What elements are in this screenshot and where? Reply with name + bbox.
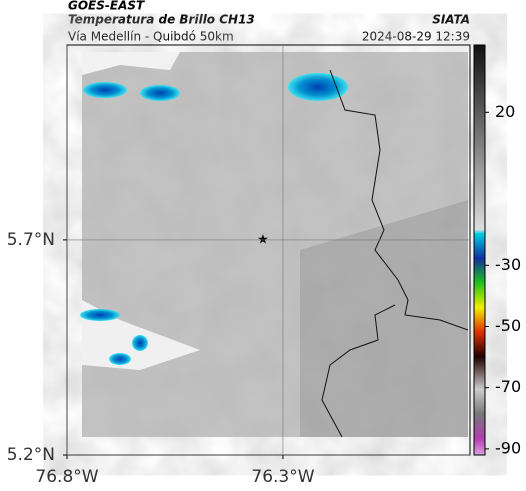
cloud	[288, 73, 348, 101]
map: ★	[66, 44, 471, 456]
cloud	[109, 353, 131, 365]
subtitle: Temperatura de Brillo CH13	[68, 13, 255, 27]
cold-cloud	[82, 52, 180, 75]
cloud	[140, 85, 180, 101]
x-tick-label: 76.3°W	[251, 467, 314, 487]
colorbar-label: 20	[495, 102, 515, 121]
datetime: 2024-08-29 12:39	[362, 30, 470, 44]
x-tick-label: 76.8°W	[35, 467, 98, 487]
cloud	[132, 335, 148, 351]
colorbar-label: -70	[495, 377, 521, 396]
title: GOES-EAST	[68, 0, 145, 13]
colorbar-label: -30	[495, 255, 521, 274]
colorbar-label: -50	[495, 316, 521, 335]
y-tick-label: 5.7°N	[7, 230, 55, 250]
shade	[300, 200, 468, 437]
cloud	[80, 309, 120, 321]
cloud	[83, 82, 127, 98]
colorbar	[473, 44, 486, 456]
route: Vía Medellín - Quibdó 50km	[68, 30, 234, 44]
y-tick-label: 5.2°N	[7, 445, 55, 465]
colorbar-label: -90	[495, 438, 521, 457]
source: SIATA	[432, 13, 470, 27]
texture	[82, 52, 468, 437]
